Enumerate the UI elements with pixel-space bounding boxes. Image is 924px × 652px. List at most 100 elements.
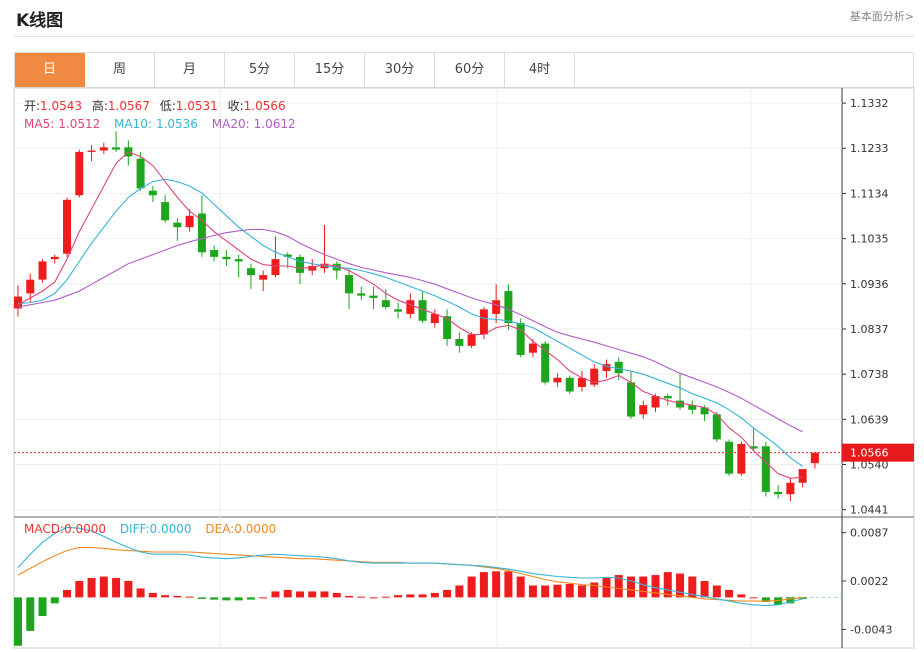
- candle: [712, 412, 721, 442]
- macd-bar: [50, 597, 59, 604]
- candle-body: [357, 293, 366, 296]
- candle-body: [663, 396, 672, 399]
- tab-month[interactable]: 月: [155, 53, 225, 87]
- tab-week[interactable]: 周: [85, 53, 155, 87]
- candle: [63, 197, 72, 257]
- macd-bar: [725, 589, 734, 598]
- macd-bar: [136, 588, 145, 598]
- macd-bar: [541, 585, 550, 598]
- candle-body: [725, 441, 734, 474]
- candle: [627, 370, 635, 419]
- macd-bar: [492, 571, 501, 598]
- macd-tick-label-2: -0.0043: [850, 623, 892, 636]
- tab-4hour[interactable]: 4时: [505, 53, 575, 87]
- fundamental-analysis-link[interactable]: 基本面分析>: [849, 10, 914, 23]
- macd-bar: [99, 576, 108, 598]
- candle: [528, 339, 537, 358]
- macd-readout: MACD:0.0000 DIFF:0.0000 DEA:0.0000: [24, 522, 276, 536]
- candle-body: [406, 300, 415, 314]
- macd-bar: [112, 578, 121, 598]
- header-divider: [14, 36, 914, 37]
- candle: [443, 309, 452, 346]
- macd-bar: [688, 576, 697, 598]
- price-tick-label-9: 1.0441: [850, 504, 889, 517]
- candle: [295, 254, 304, 285]
- candle: [590, 364, 599, 387]
- candle: [345, 268, 354, 310]
- candle: [87, 145, 96, 162]
- candle-body: [504, 291, 513, 324]
- tab-30min[interactable]: 30分: [365, 53, 435, 87]
- macd-bar: [63, 589, 72, 598]
- macd-panel: [14, 526, 842, 646]
- candle-body: [639, 405, 648, 415]
- candle: [271, 236, 280, 278]
- candle: [148, 186, 157, 203]
- macd-bar: [627, 576, 635, 598]
- macd-bar: [676, 573, 685, 598]
- candle: [381, 288, 390, 310]
- macd-bar: [87, 578, 96, 598]
- macd-bar: [26, 597, 35, 631]
- macd-tick-label-1: 0.0022: [850, 575, 889, 588]
- candle-body: [627, 382, 635, 417]
- candle: [259, 270, 268, 292]
- candle-body: [676, 400, 685, 408]
- current-price-label: 1.0566: [850, 447, 889, 460]
- tab-60min[interactable]: 60分: [435, 53, 505, 87]
- macd-bar: [38, 597, 47, 616]
- candle: [786, 478, 795, 502]
- candle: [75, 149, 84, 198]
- macd-bar: [320, 591, 329, 598]
- candle-body: [700, 407, 709, 415]
- candle: [197, 195, 206, 257]
- candle-body: [602, 364, 611, 371]
- macd-bar: [197, 597, 206, 599]
- macd-bar: [467, 576, 476, 598]
- candle-body: [541, 343, 550, 383]
- candle-body: [749, 446, 758, 449]
- macd-bar: [553, 584, 562, 598]
- macd-bar: [712, 585, 721, 598]
- candle-body: [810, 452, 819, 464]
- candle-body: [774, 491, 783, 495]
- macd-bar: [430, 592, 439, 598]
- macd-bar: [614, 575, 623, 598]
- candle: [479, 307, 488, 340]
- candle: [577, 370, 586, 392]
- macd-bar: [259, 597, 268, 599]
- candle: [504, 284, 513, 330]
- macd-bar: [295, 591, 304, 598]
- price-tick-label-6: 1.0738: [850, 368, 889, 381]
- candle-body: [369, 295, 378, 298]
- macd-bar: [774, 597, 783, 605]
- macd-bar: [565, 583, 574, 598]
- candle-body: [283, 254, 292, 257]
- tab-15min[interactable]: 15分: [295, 53, 365, 87]
- tab-day[interactable]: 日: [15, 53, 85, 87]
- candle-body: [345, 275, 354, 294]
- candle-body: [614, 361, 623, 374]
- candle-body: [234, 259, 243, 262]
- tab-5min[interactable]: 5分: [225, 53, 295, 87]
- period-tabs: 日 周 月 5分 15分 30分 60分 4时: [14, 52, 914, 88]
- candle: [725, 439, 734, 476]
- candle-body: [430, 313, 439, 324]
- macd-bar: [761, 597, 770, 602]
- candle: [136, 151, 145, 191]
- candle: [676, 373, 685, 410]
- candle: [455, 332, 464, 353]
- diff-line: [17, 526, 803, 607]
- ohlc-readout: 开:1.0543 高:1.0567 低:1.0531 收:1.0566: [24, 98, 286, 113]
- ma-readout: MA5: 1.0512 MA10: 1.0536 MA20: 1.0612: [24, 117, 296, 131]
- ma5-line: [17, 151, 803, 479]
- candle-body: [112, 147, 121, 150]
- candle-body: [688, 405, 697, 410]
- candle-body: [590, 368, 599, 385]
- candle-body: [455, 339, 464, 346]
- macd-bar: [210, 597, 219, 600]
- macd-bar: [161, 595, 170, 598]
- macd-bar: [14, 597, 22, 646]
- ma20-line: [17, 228, 803, 433]
